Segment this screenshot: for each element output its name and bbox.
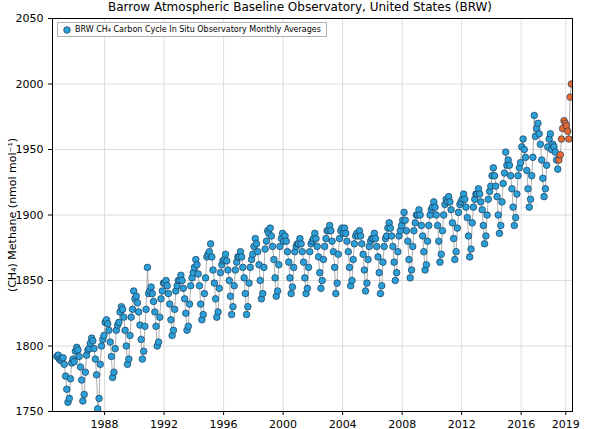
- svg-text:2012: 2012: [448, 418, 476, 429]
- svg-text:1900: 1900: [16, 209, 44, 222]
- svg-text:2050: 2050: [16, 14, 44, 25]
- svg-text:2000: 2000: [269, 418, 297, 429]
- svg-text:1950: 1950: [16, 143, 44, 156]
- svg-text:1996: 1996: [210, 418, 238, 429]
- svg-text:2000: 2000: [16, 78, 44, 91]
- svg-text:2019: 2019: [552, 418, 580, 429]
- svg-text:2016: 2016: [507, 418, 535, 429]
- svg-text:1992: 1992: [150, 418, 178, 429]
- svg-text:2004: 2004: [329, 418, 357, 429]
- html-text:Barrow Atmospheric Baseline Ob: Barrow Atmospheric Baseline Observatory,…: [108, 0, 492, 14]
- svg-text:1800: 1800: [16, 340, 44, 353]
- svg-text:1850: 1850: [16, 274, 44, 287]
- svg-text:2008: 2008: [388, 418, 416, 429]
- html-text:BRW CH₄ Carbon Cycle In Situ O: BRW CH₄ Carbon Cycle In Situ Observatory…: [75, 25, 321, 34]
- svg-text:1750: 1750: [16, 405, 44, 418]
- svg-text:(CH₄) Methane (nmol mol⁻¹): (CH₄) Methane (nmol mol⁻¹): [6, 138, 19, 292]
- svg-text:1988: 1988: [91, 418, 119, 429]
